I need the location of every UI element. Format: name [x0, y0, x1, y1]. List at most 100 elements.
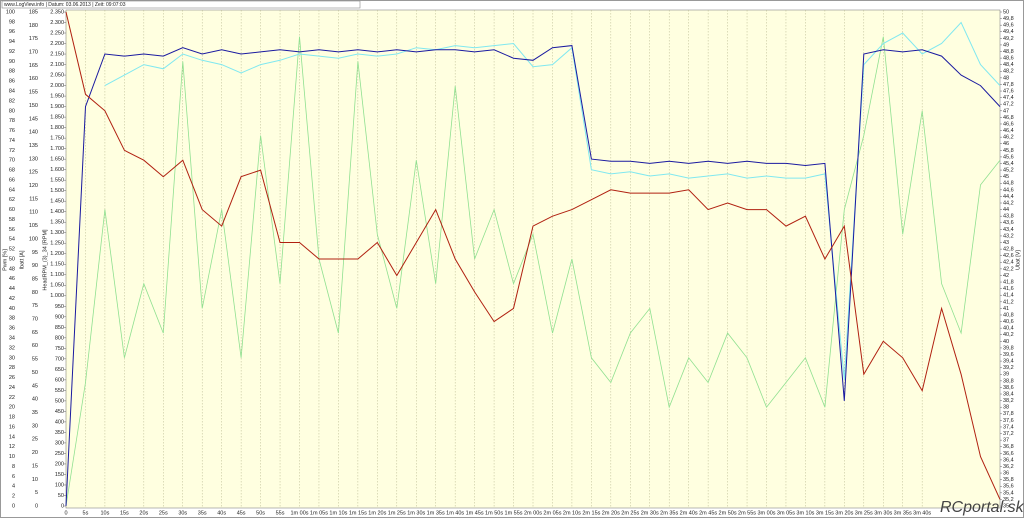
- y-tick-label: 84: [9, 88, 15, 94]
- y-tick-label: 14: [9, 434, 15, 440]
- y-tick-label: 250: [55, 451, 64, 457]
- y-tick-label: 35,6: [1003, 484, 1014, 490]
- y-tick-label: 72: [9, 148, 15, 154]
- y-tick-label: 98: [9, 19, 15, 25]
- y-tick-label: 82: [9, 98, 15, 104]
- y-tick-label: 200: [55, 461, 64, 467]
- y-tick-label: 150: [55, 472, 64, 478]
- y-tick-label: 39,2: [1003, 365, 1014, 371]
- y-tick-label: 165: [29, 63, 38, 69]
- y-tick-label: 2.050: [50, 73, 64, 79]
- y-tick-label: 120: [29, 183, 38, 189]
- series-line: [65, 36, 1001, 507]
- y-tick-label: 48,2: [1003, 69, 1014, 75]
- y-tick-label: 47,4: [1003, 95, 1014, 101]
- y-tick-label: 850: [55, 325, 64, 331]
- y-tick-label: 1.050: [50, 283, 64, 289]
- y-tick-label: 1.850: [50, 115, 64, 121]
- y-tick-label: 115: [29, 196, 38, 202]
- y-tick-label: 46,4: [1003, 128, 1014, 134]
- y-tick-label: 30: [9, 355, 15, 361]
- y-tick-label: 2.200: [50, 41, 64, 47]
- y-tick-label: 40: [1003, 339, 1009, 345]
- y-tick-label: 41: [1003, 306, 1009, 312]
- y-tick-label: 41,8: [1003, 280, 1014, 286]
- y-tick-label: 600: [55, 377, 64, 383]
- x-tick-label: 1m 05s: [310, 510, 328, 516]
- y-tick-label: 49: [1003, 42, 1009, 48]
- y-tick-label: 37: [1003, 438, 1009, 444]
- y-tick-label: 66: [9, 177, 15, 183]
- y-tick-label: 42,6: [1003, 253, 1014, 259]
- y-tick-label: 1.700: [50, 146, 64, 152]
- y-tick-label: 35,8: [1003, 477, 1014, 483]
- y-tick-label: 49,8: [1003, 16, 1014, 22]
- y-tick-label: 24: [9, 385, 15, 391]
- x-tick-label: 40s: [217, 510, 226, 516]
- y-tick-label: 50: [9, 256, 15, 262]
- y-tick-label: 2.350: [50, 9, 64, 15]
- y-tick-label: 1.800: [50, 125, 64, 131]
- y-tick-label: 41,4: [1003, 293, 1014, 299]
- y-tick-label: 34: [9, 335, 15, 341]
- y-tick-label: 40,4: [1003, 326, 1014, 332]
- y-tick-label: 96: [9, 29, 15, 35]
- y-tick-label: 46: [1003, 141, 1009, 147]
- y-tick-label: 86: [9, 79, 15, 85]
- x-tick-label: 1m 25s: [388, 510, 406, 516]
- y-tick-label: 54: [9, 237, 15, 243]
- y-tick-label: 160: [29, 76, 38, 82]
- y-tick-label: 36,8: [1003, 444, 1014, 450]
- y-tick-label: 42,2: [1003, 266, 1014, 272]
- y-tick-label: 38,2: [1003, 398, 1014, 404]
- y-tick-label: 26: [9, 375, 15, 381]
- y-tick-label: 64: [9, 187, 15, 193]
- y-tick-label: 2.250: [50, 30, 64, 36]
- y-tick-label: 1.200: [50, 251, 64, 257]
- x-tick-label: 50s: [256, 510, 265, 516]
- y-tick-label: 46,8: [1003, 115, 1014, 121]
- y-tick-label: 49,4: [1003, 29, 1014, 35]
- y-tick-label: 1.150: [50, 262, 64, 268]
- axis-title: Ibatt [A]: [19, 250, 25, 269]
- x-tick-label: 1m 30s: [407, 510, 425, 516]
- y-tick-label: 18: [9, 415, 15, 421]
- y-tick-label: 62: [9, 197, 15, 203]
- y-tick-label: 550: [55, 388, 64, 394]
- y-tick-label: 800: [55, 335, 64, 341]
- y-tick-label: 85: [32, 276, 38, 282]
- y-tick-label: 40: [32, 397, 38, 403]
- y-tick-label: 0: [35, 503, 38, 509]
- y-tick-label: 45: [32, 383, 38, 389]
- x-tick-label: 3m 00s: [757, 510, 775, 516]
- y-tick-label: 1.450: [50, 199, 64, 205]
- y-tick-label: 39,4: [1003, 359, 1014, 365]
- y-tick-label: 38,6: [1003, 385, 1014, 391]
- y-tick-label: 180: [29, 23, 38, 29]
- x-tick-label: 1m 15s: [349, 510, 367, 516]
- y-tick-label: 78: [9, 118, 15, 124]
- y-tick-label: 37,8: [1003, 411, 1014, 417]
- y-tick-label: 50: [32, 370, 38, 376]
- y-tick-label: 48: [1003, 75, 1009, 81]
- y-tick-label: 75: [32, 303, 38, 309]
- y-tick-label: 45: [1003, 174, 1009, 180]
- y-tick-label: 60: [32, 343, 38, 349]
- y-tick-label: 42,4: [1003, 260, 1014, 266]
- y-tick-label: 60: [9, 207, 15, 213]
- y-tick-label: 1.400: [50, 209, 64, 215]
- y-tick-label: 1.750: [50, 136, 64, 142]
- y-tick-label: 22: [9, 395, 15, 401]
- y-tick-label: 48: [9, 266, 15, 272]
- y-tick-label: 950: [55, 304, 64, 310]
- y-tick-label: 56: [9, 227, 15, 233]
- x-tick-label: 2m 10s: [563, 510, 581, 516]
- y-tick-label: 36,2: [1003, 464, 1014, 470]
- y-tick-label: 45,8: [1003, 148, 1014, 154]
- y-tick-label: 44: [9, 286, 15, 292]
- x-tick-label: 2m 55s: [738, 510, 756, 516]
- y-tick-label: 43,2: [1003, 233, 1014, 239]
- x-tick-label: 25s: [159, 510, 168, 516]
- header-box: [1, 0, 361, 9]
